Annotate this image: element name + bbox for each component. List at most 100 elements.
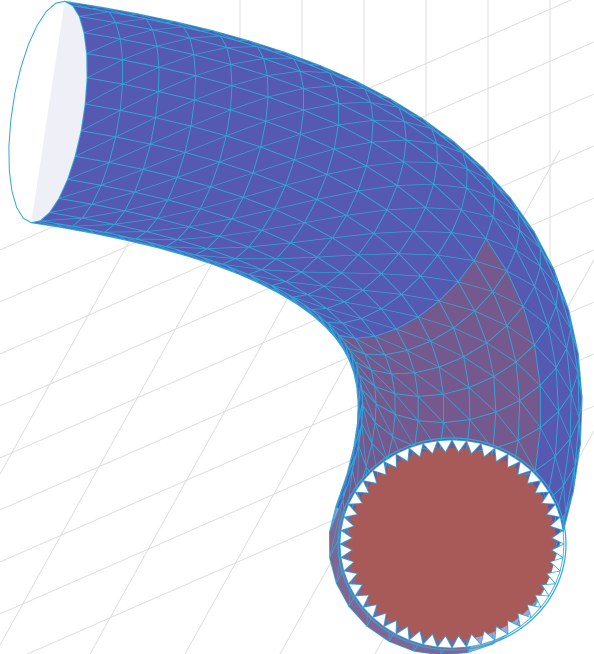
mesh-diagonal (483, 167, 499, 189)
mesh-diagonal (547, 325, 567, 349)
mesh-diagonal (317, 254, 359, 258)
mesh-diagonal (115, 117, 156, 138)
mesh-diagonal (417, 420, 440, 453)
mesh-diagonal (226, 120, 267, 137)
tube-mesh (8, 0, 583, 654)
mesh-diagonal (157, 208, 201, 219)
mesh-diagonal (252, 159, 295, 174)
mesh-diagonal (347, 348, 372, 371)
mesh-diagonal (394, 393, 419, 422)
mesh-diagonal (389, 98, 410, 115)
mesh-diagonal (356, 366, 359, 404)
mesh-diagonal (158, 75, 196, 92)
mesh-diagonal (366, 161, 404, 167)
mesh-diagonal (219, 146, 261, 163)
mesh-diagonal (336, 332, 350, 361)
mesh-diagonal (570, 392, 580, 420)
mesh-diagonal (75, 136, 116, 157)
mesh-diagonal (430, 340, 464, 358)
mesh-diagonal (248, 242, 291, 248)
mesh-diagonal (344, 342, 355, 373)
mesh-diagonal (361, 423, 367, 467)
mesh-diagonal (326, 321, 356, 339)
mesh-diagonal (285, 174, 327, 186)
mesh-diagonal (231, 75, 268, 86)
mesh-diagonal (207, 246, 249, 249)
mesh-diagonal (463, 356, 494, 377)
mesh-diagonal (150, 125, 192, 145)
mesh-diagonal (357, 445, 359, 494)
mesh-diagonal (492, 291, 524, 307)
mesh-diagonal (517, 440, 536, 471)
mesh-diagonal (346, 425, 362, 476)
mesh-diagonal (391, 373, 419, 397)
mesh-diagonal (271, 285, 308, 295)
mesh-diagonal (310, 309, 343, 324)
mesh-diagonal (413, 230, 452, 233)
mesh-diagonal (554, 456, 564, 486)
mesh-diagonal (354, 361, 376, 387)
mesh-diagonal (86, 38, 121, 54)
mesh-diagonal (510, 197, 524, 220)
mesh-diagonal (335, 452, 358, 508)
mesh-diagonal (371, 369, 396, 395)
mesh-diagonal (274, 199, 317, 210)
mesh-diagonal (124, 199, 168, 212)
mesh-diagonal (362, 289, 402, 295)
mesh-diagonal (294, 148, 335, 161)
mesh-diagonal (341, 272, 382, 275)
mesh-diagonal (268, 88, 304, 98)
mesh-diagonal (563, 485, 567, 514)
mesh-diagonal (290, 237, 333, 244)
mesh-diagonal (474, 310, 508, 326)
mesh-diagonal (58, 184, 102, 199)
mesh-diagonal (381, 273, 421, 277)
mesh-diagonal (134, 177, 178, 193)
mesh-diagonal (417, 396, 444, 423)
mesh-diagonal (219, 229, 263, 237)
mesh-diagonal (335, 85, 365, 90)
mesh-diagonal (407, 350, 440, 368)
mesh-diagonal (248, 40, 274, 53)
mesh-diagonal (342, 322, 376, 337)
mesh-diagonal (303, 85, 336, 89)
mesh-diagonal (453, 327, 487, 344)
mesh-quad (414, 366, 444, 397)
mesh-diagonal (493, 376, 521, 401)
mesh-diagonal (175, 248, 212, 265)
mesh-diagonal (326, 308, 362, 319)
mesh-diagonal (466, 187, 496, 198)
mesh-diagonal (91, 191, 135, 205)
mesh-diagonal (285, 281, 325, 287)
mesh-diagonal (439, 366, 470, 388)
mesh-diagonal (317, 313, 336, 339)
mesh-diagonal (515, 361, 541, 386)
mesh-diagonal (492, 216, 520, 231)
mesh-diagonal (338, 120, 374, 126)
mesh-diagonal (81, 109, 121, 132)
mesh-diagonal (346, 209, 388, 216)
mesh-diagonal (301, 271, 342, 274)
mesh-diagonal (540, 385, 559, 412)
mesh-diagonal (443, 394, 471, 420)
mesh-diagonal (226, 46, 258, 48)
mesh-diagonal (401, 294, 440, 302)
mesh-diagonal (100, 169, 144, 186)
mesh-diagonal (64, 0, 93, 10)
mesh-diagonal (117, 234, 157, 248)
mesh-diagonal (338, 335, 366, 355)
mesh-diagonal (351, 353, 358, 387)
mesh-diagonal (227, 265, 260, 284)
mesh-diagonal (82, 210, 125, 219)
mesh-diagonal (184, 135, 227, 153)
mesh-diagonal (85, 83, 123, 105)
mesh-diagonal (334, 141, 372, 150)
mesh-diagonal (467, 168, 492, 182)
mesh-diagonal (437, 254, 475, 261)
mesh-diagonal (67, 162, 110, 180)
mesh-diagonal (555, 367, 572, 394)
mesh-diagonal (361, 389, 376, 423)
mesh-diagonal (231, 208, 275, 220)
mesh-diagonal (155, 99, 195, 118)
mesh-diagonal (326, 165, 367, 175)
